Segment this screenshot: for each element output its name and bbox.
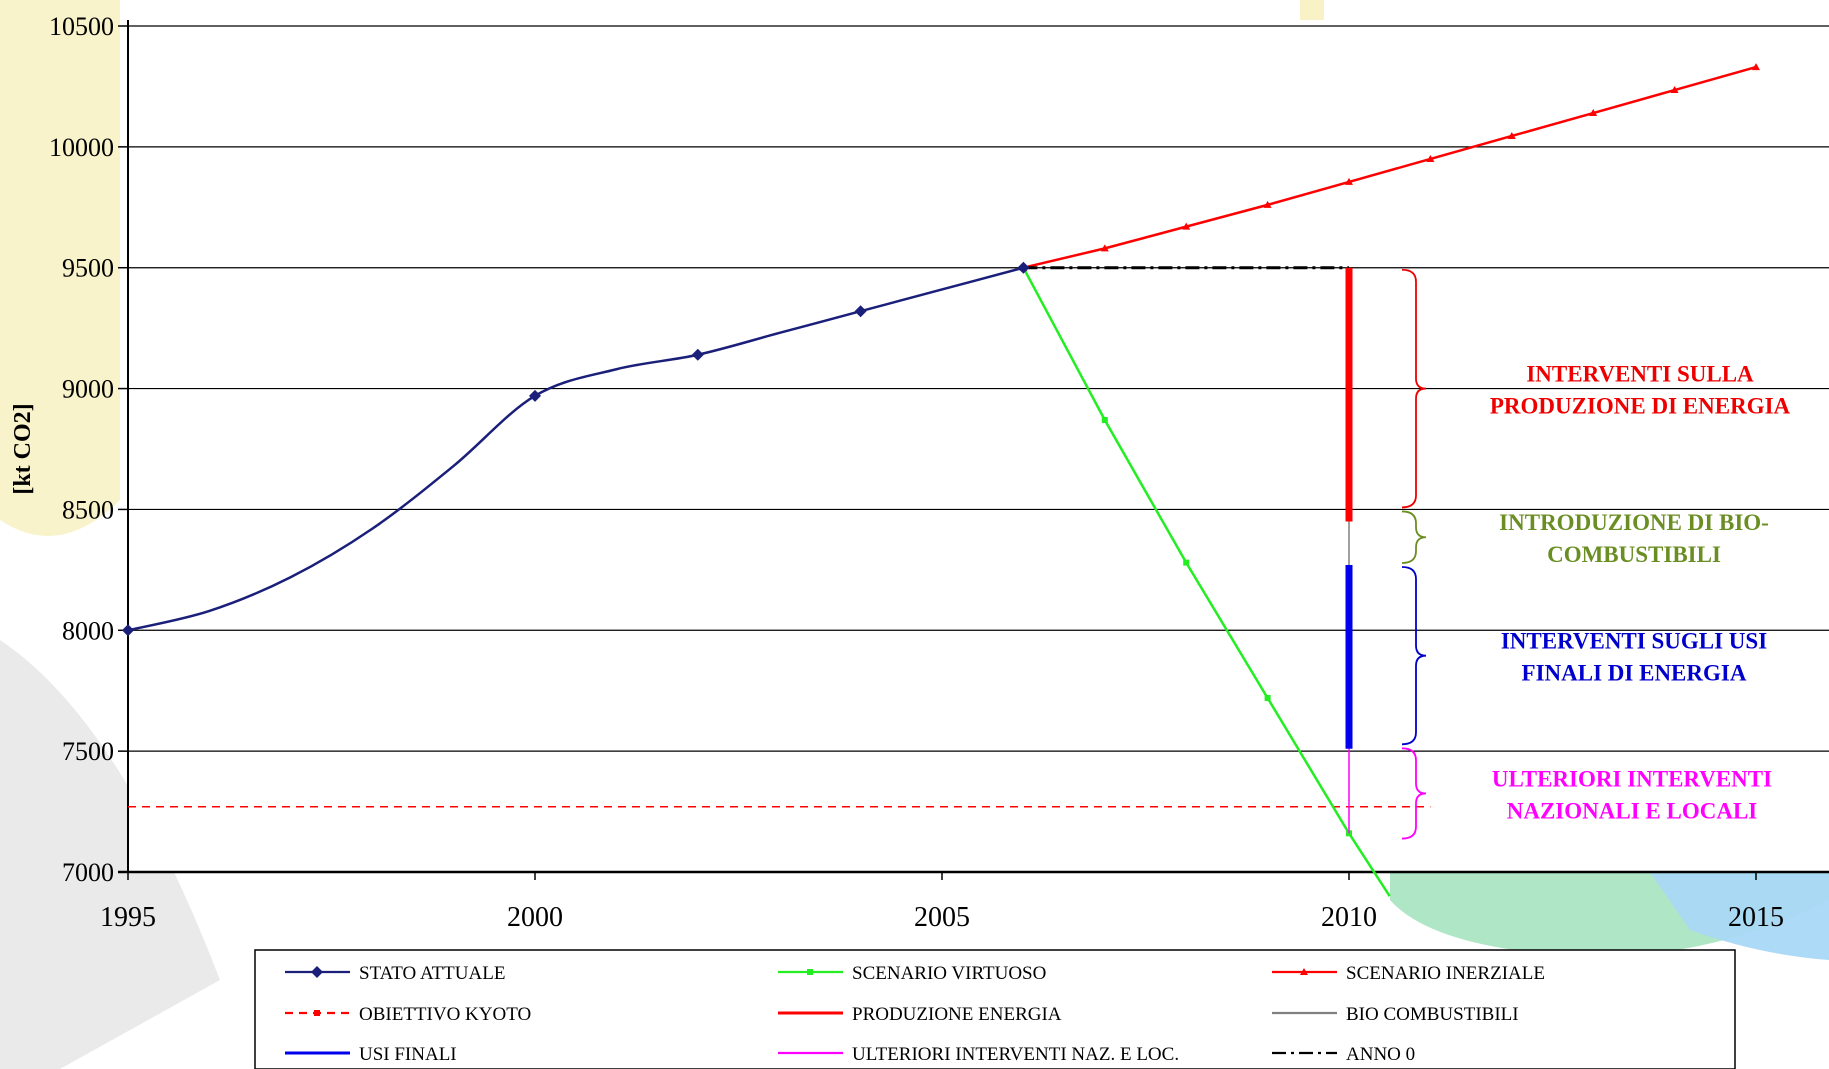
y-axis-title: [kt CO2]: [10, 403, 36, 494]
data-point: [1300, 968, 1308, 975]
data-point: [854, 305, 867, 318]
x-tick-label: 1995: [100, 902, 156, 933]
data-point: [1589, 109, 1598, 117]
series-line: [1023, 65, 1757, 269]
legend-item: ANNO 0: [1272, 1044, 1415, 1065]
data-point: [807, 969, 813, 975]
annotation-brace: [1401, 747, 1427, 840]
legend-item: STATO ATTUALE: [285, 963, 505, 984]
annotation-text: INTERVENTI SULLA: [1526, 362, 1754, 387]
annotation-text: FINALI DI ENERGIA: [1522, 661, 1747, 686]
legend-box: [254, 949, 1736, 1069]
data-point: [1752, 63, 1760, 71]
data-point: [529, 389, 541, 402]
legend-item: SCENARIO VIRTUOSO: [778, 963, 1046, 984]
annotation-brace: [1401, 268, 1427, 509]
data-point: [1183, 559, 1190, 566]
y-tick-label: 10000: [49, 133, 114, 162]
annotation-brace: [1401, 566, 1427, 746]
legend-item: PRODUZIONE ENERGIA: [778, 1004, 1062, 1025]
legend-label: SCENARIO VIRTUOSO: [852, 963, 1046, 984]
annotation-text: PRODUZIONE DI ENERGIA: [1490, 394, 1791, 419]
data-point: [1426, 154, 1435, 162]
data-point: [1263, 200, 1272, 208]
x-tick-label: 2000: [507, 902, 563, 933]
legend-label: ANNO 0: [1346, 1044, 1415, 1065]
series-line: [127, 266, 1024, 632]
series-scenario-inerziale: [1019, 63, 1760, 271]
annotation-brace: [1401, 510, 1427, 564]
background-blue-patch: [1650, 872, 1829, 960]
data-point: [1101, 416, 1108, 423]
legend-label: OBIETTIVO KYOTO: [359, 1004, 531, 1025]
y-tick-label: 9000: [62, 375, 114, 404]
annotation-text: ULTERIORI INTERVENTI: [1492, 766, 1772, 791]
y-tick-label: 7500: [62, 737, 114, 766]
data-point: [1345, 177, 1353, 185]
background-yellow-mark: [1300, 0, 1324, 20]
x-tick-label: 2005: [914, 902, 970, 933]
data-point: [1264, 694, 1271, 701]
legend-label: PRODUZIONE ENERGIA: [852, 1004, 1062, 1025]
legend-label: SCENARIO INERZIALE: [1346, 963, 1545, 984]
annotation-text: INTRODUZIONE DI BIO-: [1499, 510, 1769, 535]
data-point: [122, 624, 134, 637]
x-tick-label: 2015: [1728, 902, 1784, 933]
legend-label: BIO COMBUSTIBILI: [1346, 1004, 1519, 1025]
y-tick-label: 8000: [62, 616, 114, 645]
annotation-text: NAZIONALI E LOCALI: [1507, 798, 1758, 823]
annotation-1: INTERVENTI SULLA PRODUZIONE DI ENERGIA: [1401, 268, 1791, 509]
data-point: [1670, 86, 1679, 94]
background-stamp: [0, 640, 220, 1069]
annotation-3: INTERVENTI SUGLI USI FINALI DI ENERGIA: [1401, 566, 1767, 746]
legend-item: BIO COMBUSTIBILI: [1272, 1004, 1519, 1025]
y-tick-label: 9500: [62, 254, 114, 283]
legend-item: ULTERIORI INTERVENTI NAZ. E LOC.: [778, 1044, 1179, 1065]
data-point: [311, 966, 323, 978]
series-stato-attuale: [122, 261, 1030, 637]
annotation-2: INTRODUZIONE DI BIO- COMBUSTIBILI: [1401, 510, 1769, 567]
legend-label: ULTERIORI INTERVENTI NAZ. E LOC.: [852, 1044, 1179, 1065]
annotation-4: ULTERIORI INTERVENTI NAZIONALI E LOCALI: [1401, 747, 1772, 840]
legend-item: USI FINALI: [285, 1044, 457, 1065]
legend-item: SCENARIO INERZIALE: [1272, 963, 1545, 984]
data-point: [691, 348, 704, 361]
data-point: [1507, 131, 1516, 139]
data-point: [1182, 222, 1191, 230]
x-tick-label: 2010: [1321, 902, 1377, 933]
data-point: [314, 1010, 320, 1016]
legend-label: STATO ATTUALE: [359, 963, 505, 984]
y-tick-label: 7000: [62, 858, 114, 887]
y-tick-label: 10500: [49, 12, 114, 41]
series-line: [1022, 267, 1391, 897]
data-point: [1100, 244, 1109, 252]
background-left-band: [0, 0, 120, 536]
data-point: [1017, 261, 1030, 274]
legend-item: OBIETTIVO KYOTO: [285, 1004, 531, 1025]
y-tick-label: 8500: [62, 495, 114, 524]
annotation-text: INTERVENTI SUGLI USI: [1501, 629, 1767, 654]
plot-area: [128, 26, 1829, 872]
annotation-text: COMBUSTIBILI: [1547, 542, 1721, 567]
legend-label: USI FINALI: [359, 1044, 457, 1065]
legend: STATO ATTUALE SCENARIO VIRTUOSO SCENARIO I…: [254, 949, 1736, 1069]
